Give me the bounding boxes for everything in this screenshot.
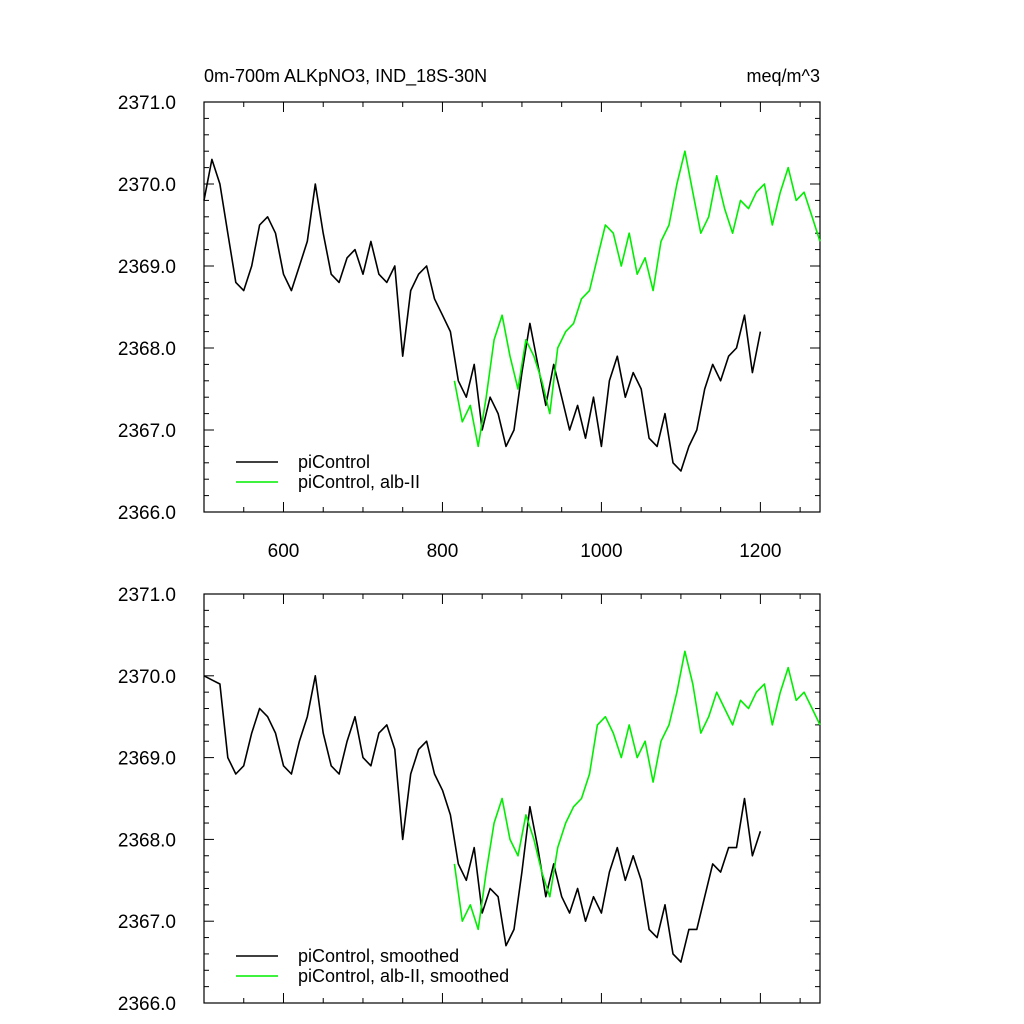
bottom-panel: 2366.0 2367.0 2368.0 2369.0 2370.0 2371.0 piCo… bbox=[118, 585, 821, 1015]
y-tick-label: 2368.0 bbox=[118, 339, 176, 360]
series-line-black bbox=[203, 674, 762, 963]
y-tick-label: 2366.0 bbox=[118, 994, 176, 1015]
y-tick-label: 2371.0 bbox=[118, 93, 176, 114]
plot-frame bbox=[203, 593, 821, 1004]
x-tick-label: 1000 bbox=[580, 541, 622, 562]
x-tick-label: 800 bbox=[427, 541, 459, 562]
legend-label: piControl, alb-II bbox=[298, 472, 420, 492]
units-label: meq/m^3 bbox=[747, 66, 820, 86]
y-tick-label: 2367.0 bbox=[118, 421, 176, 442]
y-tick-label: 2368.0 bbox=[118, 830, 176, 851]
legend-label: piControl bbox=[298, 452, 370, 472]
y-tick-label: 2367.0 bbox=[118, 912, 176, 933]
y-tick-label: 2371.0 bbox=[118, 585, 176, 606]
top-panel: 600 800 1000 1200 2366.0 2367.0 2368.0 2369.0 23… bbox=[118, 93, 821, 562]
y-tick-label: 2370.0 bbox=[118, 667, 176, 688]
x-tick-label: 1200 bbox=[739, 541, 781, 562]
series-line-green bbox=[453, 150, 821, 448]
series-line-green bbox=[453, 650, 821, 931]
plot-frame bbox=[203, 101, 821, 513]
y-tick-label: 2369.0 bbox=[118, 257, 176, 278]
y-tick-label: 2370.0 bbox=[118, 175, 176, 196]
y-tick-label: 2366.0 bbox=[118, 503, 176, 524]
legend-label: piControl, smoothed bbox=[298, 946, 459, 966]
y-tick-label: 2369.0 bbox=[118, 749, 176, 770]
series-line-black bbox=[203, 158, 762, 472]
chart-title: 0m-700m ALKpNO3, IND_18S-30N bbox=[204, 66, 487, 87]
legend-label: piControl, alb-II, smoothed bbox=[298, 966, 509, 986]
x-tick-label: 600 bbox=[268, 541, 300, 562]
